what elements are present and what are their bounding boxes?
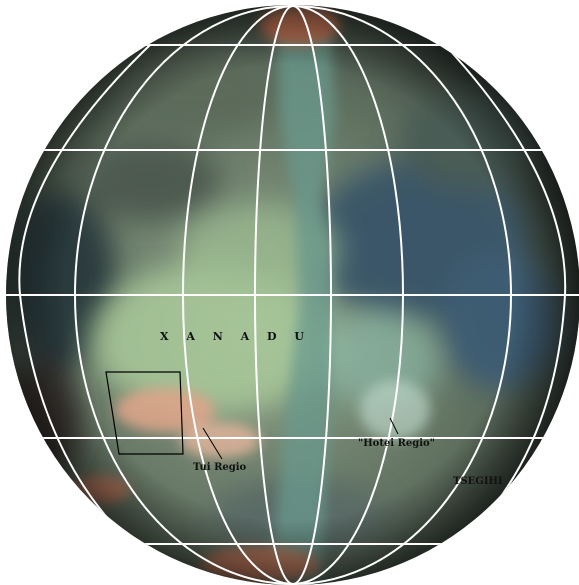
tui-regio-box	[105, 371, 184, 455]
tui-regio-leader	[202, 427, 223, 460]
xanadu-label: X A N A D U	[160, 330, 311, 343]
hotei-regio-leader	[389, 417, 399, 435]
tsegihi-label: TSEGIHI	[453, 476, 503, 487]
tui-regio-label: Tui Regio	[193, 462, 247, 473]
hotei-regio-label: "Hotei Regio"	[358, 438, 435, 449]
lat-lon-grid	[6, 5, 579, 585]
